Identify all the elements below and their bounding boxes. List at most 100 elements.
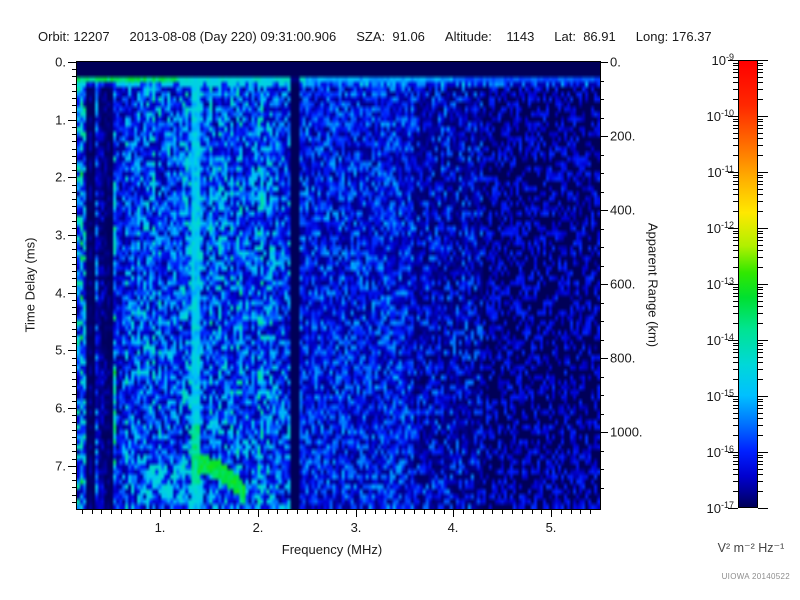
tick	[141, 510, 142, 514]
tick	[72, 242, 76, 243]
tick	[72, 343, 76, 344]
tick	[600, 118, 604, 119]
tick	[600, 81, 604, 82]
tick	[453, 510, 454, 517]
tick	[733, 177, 738, 178]
tick	[121, 510, 122, 514]
tick	[72, 271, 76, 272]
tick	[758, 289, 763, 290]
tick	[600, 210, 608, 211]
tick	[758, 267, 763, 268]
tick	[733, 121, 738, 122]
x-tick-label: 5.	[545, 520, 557, 535]
tick	[758, 211, 763, 212]
tick	[733, 399, 738, 400]
tick	[72, 228, 76, 229]
tick	[72, 257, 76, 258]
tick	[68, 350, 76, 351]
tick	[434, 510, 435, 514]
credit-text: UIOWA 20140522	[721, 572, 790, 581]
tick	[728, 508, 738, 509]
tick	[733, 455, 738, 456]
header-lat: Lat: 86.91	[554, 29, 616, 44]
tick	[758, 65, 763, 66]
tick	[600, 469, 604, 470]
tick	[277, 510, 278, 514]
tick	[758, 245, 763, 246]
tick	[72, 444, 76, 445]
y-left-tick-label: 2.	[55, 169, 66, 185]
tick	[733, 119, 738, 120]
tick	[758, 457, 763, 458]
tick	[728, 228, 738, 229]
tick	[72, 495, 76, 496]
header-altitude: Altitude: 1143	[444, 29, 535, 44]
tick	[199, 510, 200, 514]
tick	[758, 491, 763, 492]
tick	[758, 343, 763, 344]
tick	[72, 394, 76, 395]
tick	[758, 287, 763, 288]
y-left-tick-label: 4.	[55, 285, 66, 301]
tick	[72, 199, 76, 200]
tick	[72, 264, 76, 265]
tick	[733, 69, 738, 70]
tick	[258, 510, 259, 517]
tick	[733, 181, 738, 182]
tick	[72, 91, 76, 92]
tick	[72, 487, 76, 488]
tick	[209, 510, 210, 514]
tick	[758, 413, 763, 414]
tick	[72, 502, 76, 503]
tick	[600, 136, 608, 137]
tick	[600, 155, 604, 156]
tick	[72, 386, 76, 387]
tick	[600, 321, 604, 322]
tick	[72, 141, 76, 142]
tick	[72, 358, 76, 359]
tick	[758, 116, 768, 117]
tick	[758, 119, 763, 120]
tick	[600, 451, 604, 452]
tick	[68, 120, 76, 121]
tick	[758, 237, 763, 238]
tick	[72, 105, 76, 106]
tick	[733, 257, 738, 258]
tick	[758, 481, 763, 482]
tick	[72, 192, 76, 193]
tick	[404, 510, 405, 514]
tick	[758, 345, 763, 346]
tick	[733, 194, 738, 195]
tick	[600, 358, 608, 359]
tick	[728, 172, 738, 173]
colorbar-tick-label: 10-12	[706, 219, 734, 237]
tick	[733, 250, 738, 251]
tick	[758, 301, 763, 302]
tick	[72, 379, 76, 380]
tick	[733, 65, 738, 66]
tick	[733, 352, 738, 353]
tick	[758, 133, 763, 134]
tick	[229, 510, 230, 514]
tick	[733, 125, 738, 126]
tick	[68, 293, 76, 294]
tick	[502, 510, 503, 514]
tick	[72, 149, 76, 150]
tick	[72, 127, 76, 128]
tick	[733, 138, 738, 139]
tick	[248, 510, 249, 514]
tick	[733, 469, 738, 470]
tick	[733, 155, 738, 156]
tick	[758, 181, 763, 182]
tick	[758, 194, 763, 195]
x-axis-title: Frequency (MHz)	[281, 542, 383, 557]
tick	[758, 121, 763, 122]
tick	[72, 206, 76, 207]
tick	[733, 145, 738, 146]
tick	[483, 510, 484, 514]
tick	[101, 510, 102, 514]
tick	[733, 72, 738, 73]
colorbar-unit-label: V² m⁻² Hz⁻¹	[717, 541, 785, 555]
tick	[758, 125, 763, 126]
tick	[326, 510, 327, 514]
